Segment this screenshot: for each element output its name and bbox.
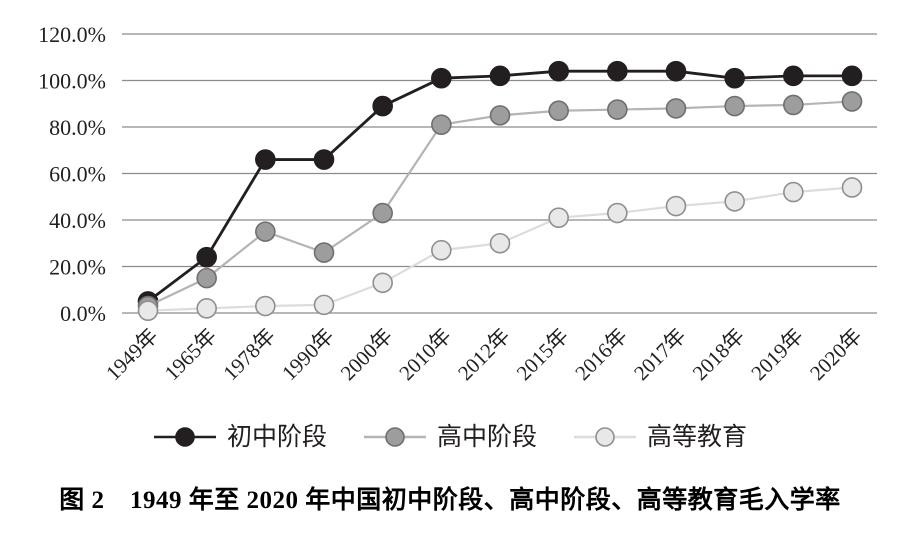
x-axis-tick-label: 2000年 (336, 324, 398, 386)
x-axis-tick-label: 2016年 (570, 324, 632, 386)
x-axis-tick-label: 1978年 (218, 324, 280, 386)
x-axis-tick-label: 2020年 (805, 324, 867, 386)
legend-item-junior-secondary: 初中阶段 (153, 425, 327, 450)
data-point (431, 114, 452, 135)
legend-label-senior-secondary: 高中阶段 (436, 423, 537, 451)
data-point (665, 98, 687, 119)
series-line-1 (147, 100, 853, 308)
y-axis-tick-label: 80.0% (49, 115, 106, 140)
x-axis-tick-label: 1949年 (101, 324, 163, 386)
legend-item-higher-education: 高等教育 (573, 425, 747, 450)
data-point (255, 149, 276, 170)
data-point (137, 300, 159, 321)
data-point (255, 221, 276, 242)
data-point (313, 294, 335, 316)
data-point (372, 202, 393, 224)
data-point (783, 181, 804, 203)
x-axis-tick-label: 2017年 (629, 324, 691, 386)
data-point (665, 60, 687, 82)
chart-legend: 初中阶段 高中阶段 高等教育 (0, 420, 900, 454)
y-axis-tick-label: 40.0% (49, 208, 106, 233)
senior-secondary-series-marker-icon (363, 427, 426, 447)
data-point (841, 91, 863, 112)
data-point (489, 65, 511, 87)
data-point (196, 298, 217, 319)
x-axis-tick-label: 2015年 (512, 324, 574, 386)
y-axis-tick-label: 120.0% (38, 22, 106, 47)
data-point (607, 60, 628, 82)
data-point (607, 99, 628, 120)
y-axis-tick-label: 60.0% (49, 162, 106, 187)
higher-education-series-marker-icon (574, 427, 636, 447)
data-point (783, 94, 804, 116)
data-point (607, 202, 628, 224)
figure-caption: 图 2 1949 年至 2020 年中国初中阶段、高中阶段、高等教育毛入学率 (59, 487, 841, 514)
data-point (372, 272, 393, 294)
data-point (489, 232, 511, 254)
data-point (313, 242, 335, 263)
data-point (665, 195, 687, 217)
x-axis-tick-label: 1990年 (277, 324, 339, 386)
data-point (724, 191, 745, 212)
data-point (841, 177, 863, 198)
legend-label-higher-education: 高等教育 (647, 423, 748, 451)
data-point (313, 149, 335, 170)
y-axis-tick-label: 100.0% (38, 69, 106, 94)
data-point (548, 207, 569, 228)
data-point (431, 239, 452, 261)
y-axis-tick-label: 20.0% (49, 255, 106, 280)
data-point (724, 95, 745, 117)
x-axis-tick-label: 1965年 (160, 324, 222, 386)
data-point (548, 100, 569, 122)
x-axis-tick-label: 2012年 (453, 324, 515, 386)
x-axis-tick-label: 2018年 (688, 324, 750, 386)
data-point (548, 60, 569, 82)
data-point (431, 67, 452, 89)
data-point (841, 65, 863, 87)
data-point (724, 67, 745, 89)
x-axis-tick-label: 2010年 (394, 324, 456, 386)
legend-item-senior-secondary: 高中阶段 (363, 425, 537, 450)
legend-label-junior-secondary: 初中阶段 (226, 423, 327, 451)
y-axis-tick-label: 0.0% (60, 301, 106, 326)
data-point (372, 95, 393, 117)
junior-secondary-series-marker-icon (153, 427, 216, 447)
data-point (196, 246, 217, 268)
data-point (489, 105, 511, 126)
line-chart: 0.0% 20.0% 40.0% 60.0% 80.0% 100.0% 120.0% 1949… (38, 22, 877, 386)
data-point (783, 65, 804, 87)
data-point (196, 267, 217, 289)
data-point (255, 295, 276, 317)
x-axis-tick-label: 2019年 (746, 324, 808, 386)
